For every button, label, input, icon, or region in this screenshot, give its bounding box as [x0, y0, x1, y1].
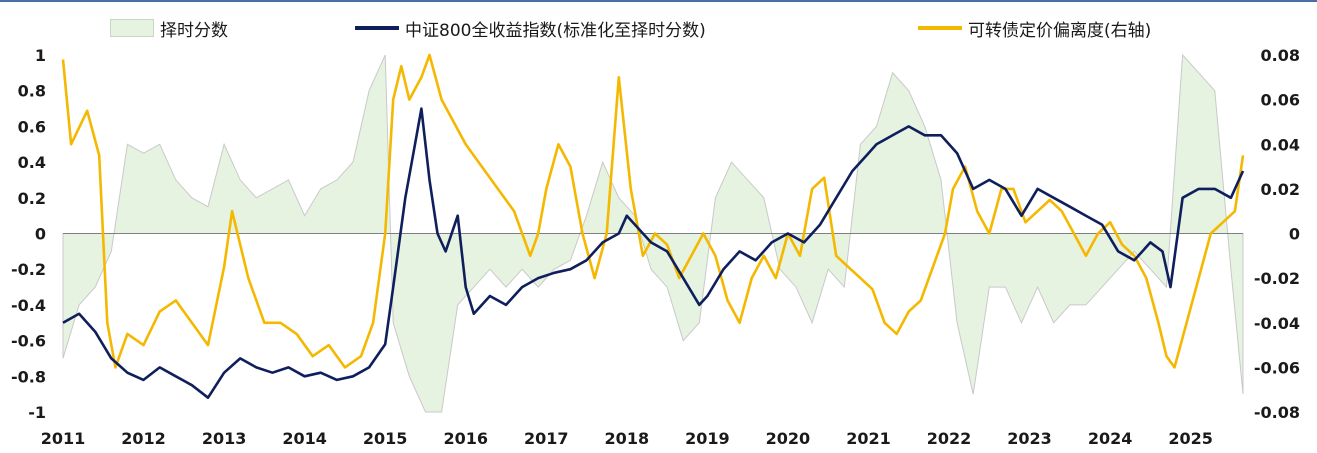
x-tick-label: 2020 — [766, 429, 811, 448]
y-left-tick-label: -0.4 — [11, 296, 46, 315]
legend-item-score: 择时分数 — [110, 13, 228, 43]
legend-swatch-index — [355, 26, 399, 30]
y-left-tick-label: 0.8 — [18, 82, 46, 101]
legend-swatch-score — [110, 19, 154, 37]
legend-label-index: 中证800全收益指数(标准化至择时分数) — [405, 20, 706, 41]
x-tick-label: 2018 — [605, 429, 650, 448]
series-line-layer — [61, 53, 1245, 399]
y-right-tick-label: -0.06 — [1254, 358, 1300, 377]
x-tick-label: 2022 — [927, 429, 972, 448]
y-left-tick-label: 0 — [35, 225, 46, 244]
axis-label-layer: 1 0.8 0.6 0.4 0.2 0 -0.2 -0.4 -0.6 -0.8 -1 0.08 0.06… — [11, 46, 1300, 448]
x-tick-label: 2024 — [1088, 429, 1133, 448]
legend-swatch-deviation — [918, 26, 962, 30]
y-right-tick-label: -0.02 — [1254, 269, 1300, 288]
x-tick-label: 2011 — [41, 429, 86, 448]
x-tick-label: 2019 — [685, 429, 730, 448]
y-left-tick-label: -0.8 — [11, 367, 46, 386]
x-tick-label: 2017 — [524, 429, 569, 448]
x-tick-label: 2014 — [282, 429, 327, 448]
x-tick-label: 2021 — [846, 429, 891, 448]
legend-label-score: 择时分数 — [160, 20, 228, 41]
y-right-tick-label: 0.04 — [1261, 135, 1300, 154]
y-left-tick-label: 0.6 — [18, 117, 46, 136]
y-left-tick-label: -0.2 — [11, 260, 46, 279]
legend-item-deviation: 可转债定价偏离度(右轴) — [918, 13, 1151, 43]
x-tick-label: 2016 — [443, 429, 488, 448]
x-tick-label: 2015 — [363, 429, 408, 448]
x-tick-label: 2025 — [1168, 429, 1213, 448]
legend-label-deviation: 可转债定价偏离度(右轴) — [968, 20, 1152, 41]
x-tick-label: 2013 — [202, 429, 247, 448]
y-left-tick-label: -0.6 — [11, 332, 46, 351]
y-left-tick-label: -1 — [28, 403, 46, 422]
y-right-tick-label: 0.02 — [1261, 180, 1300, 199]
y-right-tick-label: -0.08 — [1254, 403, 1300, 422]
legend-item-index: 中证800全收益指数(标准化至择时分数) — [355, 13, 706, 43]
y-right-tick-label: -0.04 — [1254, 314, 1300, 333]
y-right-tick-label: 0.06 — [1261, 91, 1300, 110]
y-left-tick-label: 0.2 — [18, 189, 46, 208]
index-series-line — [62, 107, 1245, 399]
y-right-tick-label: 0.08 — [1261, 46, 1300, 65]
x-tick-label: 2012 — [121, 429, 166, 448]
y-left-tick-label: 1 — [35, 46, 46, 65]
y-right-tick-label: 0 — [1289, 225, 1300, 244]
y-left-tick-label: 0.4 — [18, 153, 46, 172]
top-border — [0, 0, 1317, 2]
x-tick-label: 2023 — [1007, 429, 1052, 448]
